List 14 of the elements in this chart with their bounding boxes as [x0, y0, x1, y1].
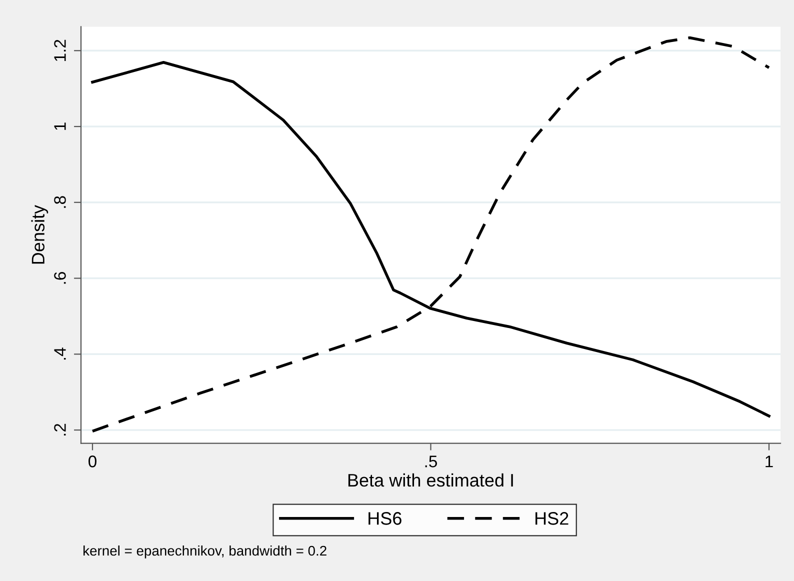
x-axis-title: Beta with estimated I — [348, 473, 513, 487]
y-tick-label: .6 — [54, 272, 66, 284]
x-tick-label: .5 — [425, 456, 437, 468]
legend-label: HS2 — [536, 512, 568, 525]
y-axis-title: Density — [31, 204, 48, 264]
x-tick-label: 1 — [766, 456, 773, 468]
y-tick-label: .4 — [54, 348, 66, 360]
y-tick-label: 1 — [54, 122, 66, 130]
y-tick-label: .8 — [54, 196, 66, 208]
y-tick-label: .2 — [54, 424, 66, 436]
legend-label: HS6 — [368, 512, 402, 525]
x-tick-label: 0 — [88, 456, 96, 468]
y-tick-label: 1.2 — [54, 40, 66, 61]
text: kernel = epanechnikov, bandwidth = 0.2 — [84, 545, 326, 558]
